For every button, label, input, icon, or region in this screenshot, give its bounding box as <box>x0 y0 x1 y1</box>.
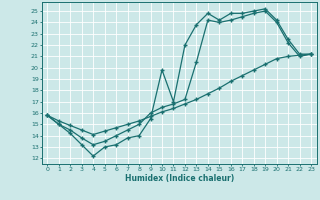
X-axis label: Humidex (Indice chaleur): Humidex (Indice chaleur) <box>124 174 234 183</box>
